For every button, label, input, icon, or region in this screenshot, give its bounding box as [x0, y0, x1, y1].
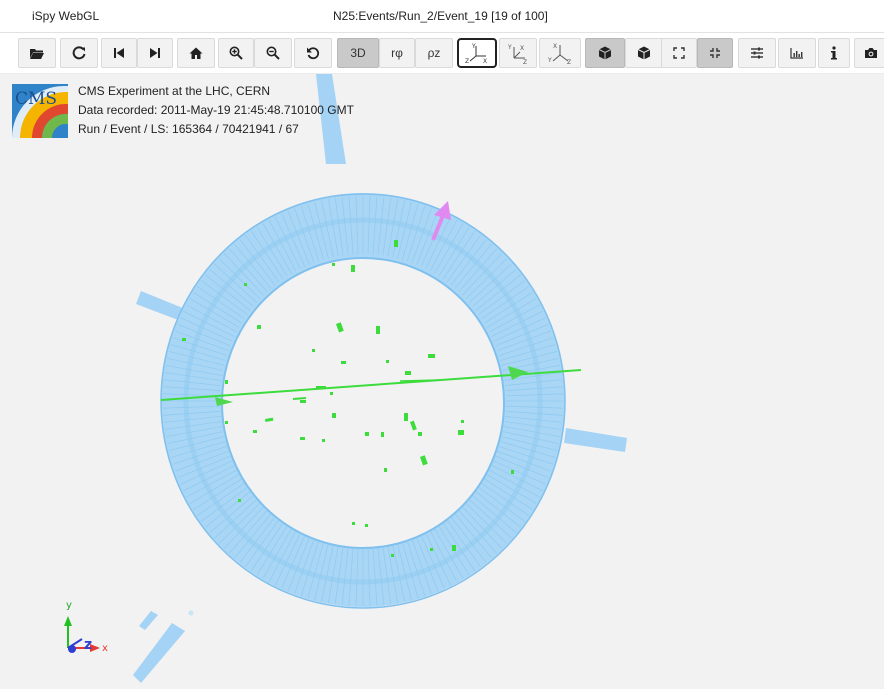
- axes-yzx-icon: Y X Z: [507, 44, 527, 64]
- zoom-out-icon: [266, 46, 280, 60]
- orthographic-icon: [637, 46, 651, 60]
- undo-rotation-icon: [307, 47, 320, 60]
- cms-logo-text: CMS: [15, 89, 57, 109]
- axis-label: Z: [465, 58, 469, 64]
- reload-icon: [72, 46, 86, 60]
- home-view-button[interactable]: [177, 38, 215, 68]
- zoom-in-icon: [229, 46, 243, 60]
- camera-icon: [865, 48, 877, 58]
- view-rphi-label: rφ: [391, 46, 403, 60]
- axes-gizmo: y z x: [64, 600, 108, 654]
- axis-label: X: [483, 58, 487, 64]
- zoom-out-button[interactable]: [254, 38, 292, 68]
- event-title: N25:Events/Run_2/Event_19 [19 of 100]: [333, 9, 548, 23]
- axes-orientation-xyz-button[interactable]: Y Z X: [457, 38, 497, 68]
- axis-z-label: z: [84, 637, 92, 653]
- detector-scene[interactable]: y z x: [0, 74, 884, 689]
- reload-button[interactable]: [60, 38, 98, 68]
- view-3d-button[interactable]: 3D: [337, 38, 379, 68]
- event-info: CMS CMS Experiment at the LHC, CERN Data…: [12, 84, 432, 144]
- folder-open-icon: [30, 49, 44, 59]
- open-file-button[interactable]: [18, 38, 56, 68]
- axes-xyz-icon: Y Z X: [465, 43, 487, 64]
- muon-arrow: [431, 201, 451, 241]
- next-event-button[interactable]: [137, 38, 173, 68]
- axis-y-label: y: [66, 600, 72, 611]
- toolbar: 3D rφ ρz Y Z X Y X Z X Y: [0, 33, 884, 74]
- axis-label: Z: [523, 59, 527, 64]
- axes-orientation-yzx-button[interactable]: Y X Z: [499, 38, 537, 68]
- view-rz-button[interactable]: ρz: [415, 38, 453, 68]
- tracker-hits: [182, 240, 514, 557]
- info-button[interactable]: [818, 38, 850, 68]
- perspective-icon: [598, 46, 612, 60]
- home-icon: [189, 47, 203, 59]
- axis-x-label: x: [102, 643, 108, 654]
- axis-label: Y: [548, 57, 552, 64]
- recorded-timestamp: Data recorded: 2011-May-19 21:45:48.7101…: [78, 103, 354, 117]
- fullscreen-icon: [673, 47, 685, 59]
- title-bar: iSpy WebGL N25:Events/Run_2/Event_19 [19…: [0, 0, 884, 33]
- cms-logo: CMS: [12, 84, 68, 138]
- previous-event-button[interactable]: [101, 38, 137, 68]
- previous-event-icon: [114, 48, 124, 58]
- view-rz-label: ρz: [427, 46, 441, 60]
- settings-icon: [751, 47, 763, 59]
- axis-label: Z: [567, 59, 571, 64]
- fullscreen-button[interactable]: [661, 38, 697, 68]
- settings-button[interactable]: [738, 38, 776, 68]
- view-rphi-button[interactable]: rφ: [379, 38, 415, 68]
- info-icon: [831, 46, 837, 60]
- chart-icon: [790, 48, 803, 59]
- orthographic-camera-button[interactable]: [625, 38, 663, 68]
- axis-label: Y: [471, 43, 476, 50]
- calorimeter-barrel: [160, 193, 566, 609]
- muon-chamber-top: [316, 74, 346, 164]
- next-event-icon: [150, 48, 160, 58]
- app-title: iSpy WebGL: [32, 9, 100, 23]
- screenshot-button[interactable]: [854, 38, 884, 68]
- axis-label: X: [553, 43, 557, 50]
- undo-rotation-button[interactable]: [294, 38, 332, 68]
- view-3d-label: 3D: [350, 46, 366, 60]
- muon-chamber-right: [564, 428, 627, 452]
- exit-fullscreen-button[interactable]: [697, 38, 733, 68]
- axis-label: Y: [507, 44, 512, 51]
- run-event-ls: Run / Event / LS: 165364 / 70421941 / 67: [78, 122, 299, 136]
- muon-chamber-bottom: [133, 610, 194, 683]
- zoom-in-button[interactable]: [218, 38, 254, 68]
- axes-xzy-icon: X Y Z: [548, 43, 571, 64]
- muon-chamber-left: [136, 291, 190, 323]
- event-display-viewport[interactable]: y z x CMS CMS Experiment at the LHC, CER…: [0, 74, 884, 689]
- perspective-camera-button[interactable]: [585, 38, 625, 68]
- axes-orientation-xzy-button[interactable]: X Y Z: [539, 38, 581, 68]
- tracks: [160, 366, 582, 406]
- exit-fullscreen-icon: [710, 48, 720, 58]
- charts-button[interactable]: [778, 38, 816, 68]
- axis-label: X: [520, 45, 524, 52]
- experiment-label: CMS Experiment at the LHC, CERN: [78, 84, 271, 98]
